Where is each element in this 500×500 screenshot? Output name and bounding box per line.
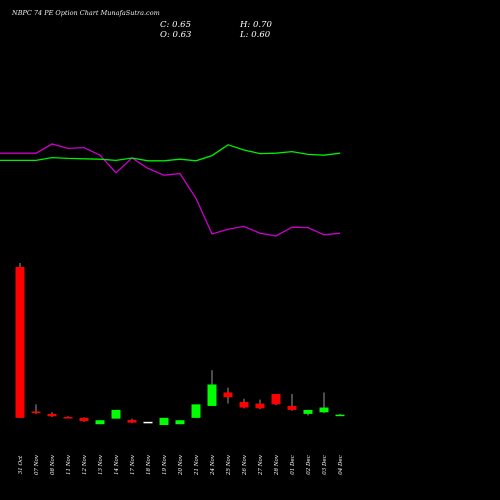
candle-body <box>63 417 73 419</box>
candle <box>95 420 105 425</box>
x-tick-label: 11 Nov <box>66 454 72 475</box>
candle <box>319 392 329 414</box>
candle <box>63 416 73 419</box>
x-tick-label: 26 Nov <box>242 454 248 476</box>
candle-body <box>271 394 281 405</box>
magenta-indicator-line <box>0 143 341 237</box>
x-tick-label: 31 Oct <box>18 455 24 474</box>
candle <box>207 370 217 406</box>
x-tick-label: 07 Nov <box>34 454 40 475</box>
x-tick-label: 12 Nov <box>82 454 88 475</box>
candle <box>15 263 25 418</box>
candle-body <box>255 403 265 409</box>
high-value: H: 0.70 <box>240 20 272 30</box>
candle <box>271 394 281 406</box>
candle <box>287 394 297 411</box>
chart-title: NBPC 74 PE Option Chart MunafaSutra.com <box>12 9 160 17</box>
x-tick-label: 13 Nov <box>98 454 104 475</box>
candle-body <box>31 411 41 414</box>
open-value: O: 0.63 <box>160 30 192 40</box>
x-tick-label: 02 Dec <box>306 455 312 475</box>
candle <box>223 387 233 404</box>
low-value: L: 0.60 <box>240 30 271 40</box>
close-value: C: 0.65 <box>160 20 191 30</box>
x-tick-label: 20 Nov <box>178 454 184 476</box>
x-tick-label: 25 Nov <box>226 454 232 476</box>
candle <box>335 413 345 417</box>
candle <box>191 404 201 418</box>
candle-body <box>303 409 313 414</box>
candle <box>255 399 265 410</box>
x-tick-label: 03 Dec <box>322 455 328 475</box>
candle-body <box>127 419 137 423</box>
candle-body <box>175 420 185 425</box>
candle-body <box>335 414 345 417</box>
green-indicator-line <box>0 144 341 162</box>
candle-body <box>15 266 25 418</box>
x-tick-label: 27 Nov <box>258 454 264 476</box>
x-tick-label: 28 Nov <box>274 454 280 476</box>
candle <box>159 417 169 425</box>
candle <box>175 420 185 425</box>
candle-body <box>95 420 105 425</box>
candle-body <box>79 417 89 422</box>
x-tick-label: 19 Nov <box>162 454 168 475</box>
x-tick-label: 21 Nov <box>194 454 200 476</box>
candle <box>303 409 313 416</box>
candle-body <box>143 421 153 424</box>
candle-body <box>287 405 297 410</box>
candle-body <box>191 404 201 418</box>
candles <box>15 263 345 425</box>
candle <box>111 409 121 419</box>
x-tick-label: 08 Nov <box>50 454 56 475</box>
x-axis-ticks: 31 Oct 07 Nov 08 Nov 11 Nov 12 Nov 13 Nov 14 N… <box>18 454 344 476</box>
candle <box>79 417 89 422</box>
candle <box>143 421 153 424</box>
candle-body <box>207 384 217 406</box>
candle <box>127 418 137 424</box>
candle <box>31 404 41 414</box>
candle-body <box>47 413 57 417</box>
candle-body <box>223 392 233 398</box>
candle <box>239 398 249 409</box>
x-tick-label: 24 Nov <box>210 454 216 476</box>
indicator-lines <box>0 143 341 237</box>
candle-body <box>239 401 249 408</box>
x-tick-label: 04 Dec <box>338 455 344 475</box>
candle-body <box>111 409 121 419</box>
x-tick-label: 18 Nov <box>146 454 152 475</box>
x-tick-label: 01 Dec <box>290 455 296 475</box>
x-tick-label: 14 Nov <box>114 454 120 475</box>
candle <box>47 412 57 418</box>
x-tick-label: 17 Nov <box>130 454 136 475</box>
candle-body <box>159 417 169 425</box>
candle-body <box>319 407 329 413</box>
